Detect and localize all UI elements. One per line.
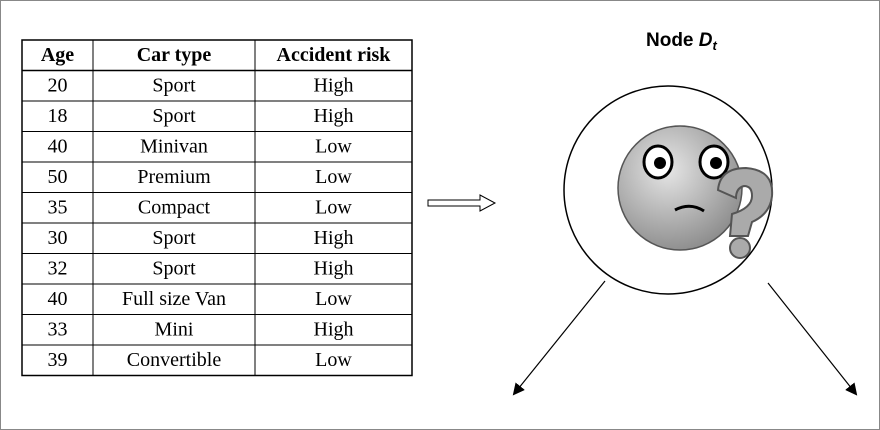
table-cell: Low [315, 166, 352, 188]
table-cell: 35 [48, 196, 68, 218]
table-cell: High [314, 227, 354, 249]
header-cell: Age [41, 44, 74, 66]
node-word: Node [646, 30, 694, 51]
transition-arrow [427, 194, 497, 212]
table-border [21, 39, 413, 377]
node-subscript: t [713, 38, 718, 53]
left-branch [512, 280, 606, 396]
table-cell: Sport [152, 105, 196, 127]
right-branch [767, 282, 858, 396]
table-cell: Low [315, 196, 352, 218]
table-cell: High [314, 74, 354, 96]
table-cell: 20 [48, 74, 68, 96]
table-cell: Sport [152, 257, 196, 279]
table-cell: 18 [48, 105, 68, 127]
table-cell: High [314, 257, 354, 279]
table-cell: Low [315, 349, 352, 371]
table-cell: High [314, 318, 354, 340]
table-cell: 39 [48, 349, 68, 371]
confused-face [617, 125, 774, 259]
table-cell: Sport [152, 74, 196, 96]
node-symbol: D [699, 30, 713, 51]
table-cell: Full size Van [122, 288, 226, 310]
table-cell: High [314, 105, 354, 127]
table-cell: 40 [48, 135, 68, 157]
table-cell: Low [315, 288, 352, 310]
table-cell: Low [315, 135, 352, 157]
table-cell: Mini [155, 318, 194, 340]
header-cell: Car type [137, 44, 212, 66]
table-cell: 33 [48, 318, 68, 340]
table-cell: Premium [137, 166, 211, 188]
table-cell: 40 [48, 288, 68, 310]
table-cell: Sport [152, 227, 196, 249]
table-cell: Compact [138, 196, 211, 218]
header-cell: Accident risk [277, 44, 392, 66]
table-cell: 32 [48, 257, 68, 279]
node-label: Node Dt [646, 30, 718, 53]
table-cell: 30 [48, 227, 68, 249]
table-cell: Convertible [127, 349, 222, 371]
table-cell: 50 [48, 166, 68, 188]
table-cell: Minivan [140, 135, 208, 157]
table: Age Car type Accident risk 20 Sport High 18 Spo… [21, 39, 413, 377]
